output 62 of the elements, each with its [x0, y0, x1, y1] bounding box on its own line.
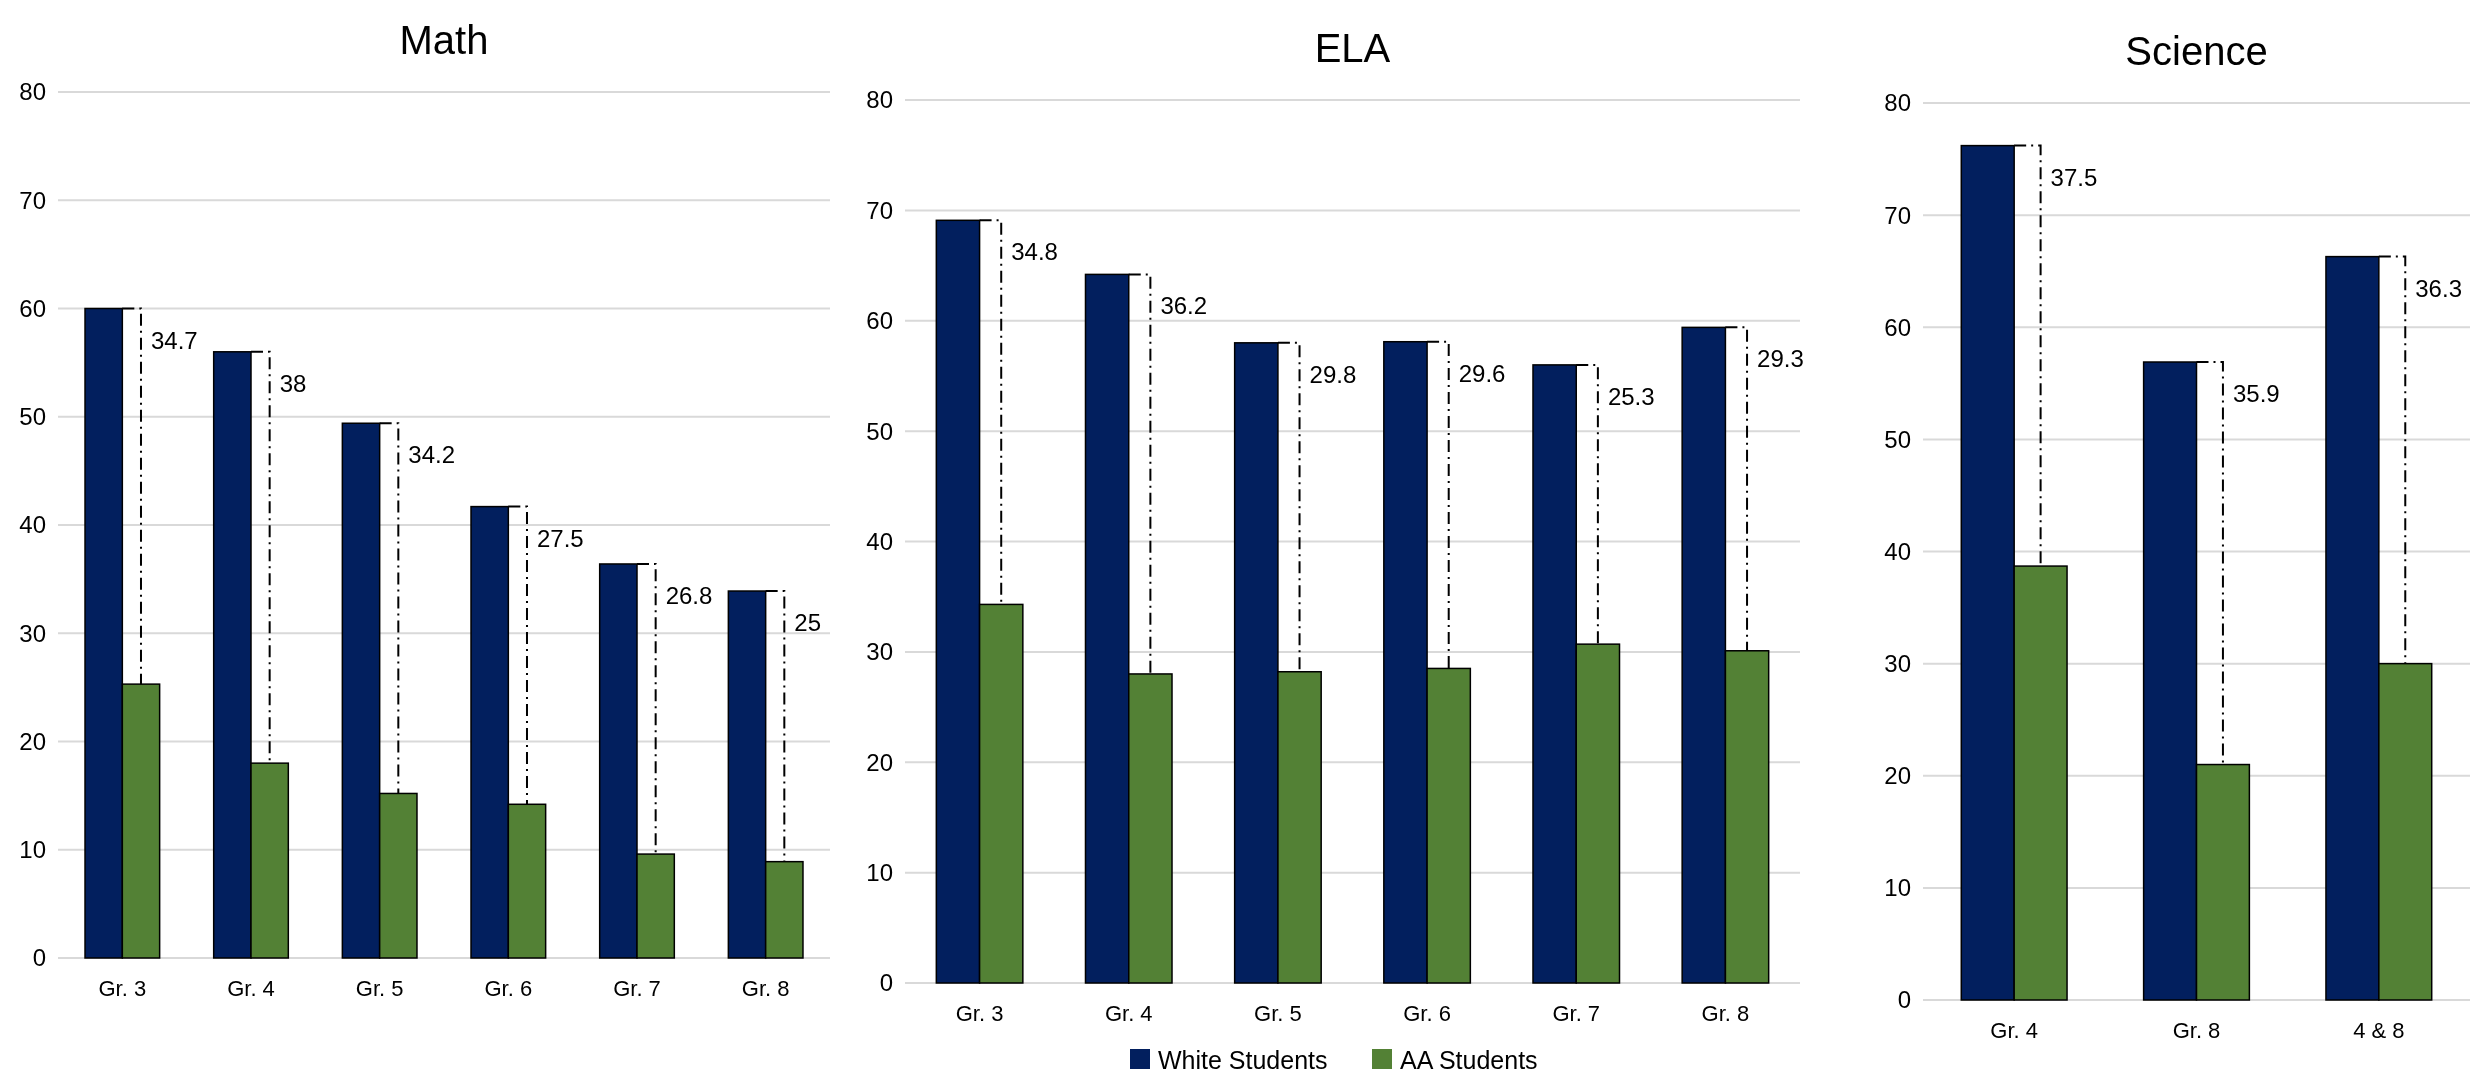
y-tick-label: 40 [19, 511, 46, 539]
y-tick-label: 60 [866, 307, 893, 335]
annotation: 25 [794, 609, 822, 637]
y-tick-label: 0 [1897, 986, 1911, 1014]
y-tick-label: 10 [1884, 874, 1911, 902]
annotation: 29.3 [1757, 345, 1804, 373]
y-tick-label: 10 [866, 859, 893, 887]
y-tick-label: 0 [879, 969, 893, 997]
x-tick-label: Gr. 4 [1990, 1018, 2039, 1043]
y-tick-label: 50 [1884, 425, 1911, 453]
y-tick-label: 60 [19, 294, 46, 322]
x-tick-label: Gr. 4 [227, 976, 275, 1001]
annotation: 36.3 [2415, 274, 2462, 302]
y-tick-label: 50 [19, 403, 46, 431]
y-tick-label: 70 [19, 186, 46, 214]
y-tick-label: 80 [1884, 89, 1911, 117]
annotation: 34.7 [150, 326, 198, 354]
y-tick-label: 0 [32, 944, 46, 972]
legend-label: AA Students [1400, 1045, 1538, 1074]
x-tick-label: Gr. 6 [1403, 1001, 1451, 1026]
x-tick-label: Gr. 8 [1701, 1001, 1750, 1026]
x-tick-label: Gr. 8 [2172, 1018, 2221, 1043]
y-tick-label: 30 [866, 638, 893, 666]
annotation: 38 [279, 369, 307, 397]
y-tick-label: 80 [19, 78, 46, 106]
y-tick-label: 20 [866, 748, 893, 776]
y-tick-label: 70 [866, 196, 893, 224]
chart-title: Math [399, 18, 489, 62]
y-tick-label: 20 [1884, 762, 1911, 790]
x-tick-label: 4 & 8 [2353, 1018, 2405, 1043]
x-tick-label: Gr. 3 [98, 976, 147, 1001]
y-tick-label: 60 [1884, 313, 1911, 341]
y-tick-label: 40 [1884, 537, 1911, 565]
y-tick-label: 30 [1884, 650, 1911, 678]
x-tick-label: Gr. 8 [741, 976, 790, 1001]
y-tick-label: 20 [19, 727, 46, 755]
x-tick-label: Gr. 7 [1552, 1001, 1601, 1026]
y-tick-label: 40 [866, 527, 893, 555]
annotation: 35.9 [2232, 380, 2280, 408]
annotation: 37.5 [2050, 163, 2098, 191]
y-tick-label: 10 [19, 836, 46, 864]
x-tick-label: Gr. 6 [484, 976, 533, 1001]
annotation: 29.6 [1458, 359, 1506, 387]
x-tick-label: Gr. 5 [355, 976, 404, 1001]
x-tick-label: Gr. 7 [613, 976, 661, 1001]
chart-title: ELA [1314, 26, 1391, 70]
chart-title: Science [2125, 29, 2268, 73]
annotation: 34.2 [408, 441, 456, 469]
annotation: 36.2 [1160, 292, 1208, 320]
y-tick-label: 50 [866, 417, 893, 445]
annotation: 29.8 [1309, 360, 1357, 388]
x-tick-label: Gr. 5 [1254, 1001, 1302, 1026]
x-tick-label: Gr. 3 [955, 1001, 1004, 1026]
y-tick-label: 70 [1884, 201, 1911, 229]
x-tick-label: Gr. 4 [1104, 1001, 1153, 1026]
y-tick-label: 30 [19, 619, 46, 647]
annotation: 25.3 [1607, 382, 1655, 410]
legend-label: White Students [1158, 1045, 1328, 1074]
annotation: 27.5 [536, 524, 584, 552]
annotation: 26.8 [665, 581, 713, 609]
y-tick-label: 80 [866, 86, 893, 114]
annotation: 34.8 [1011, 238, 1058, 266]
